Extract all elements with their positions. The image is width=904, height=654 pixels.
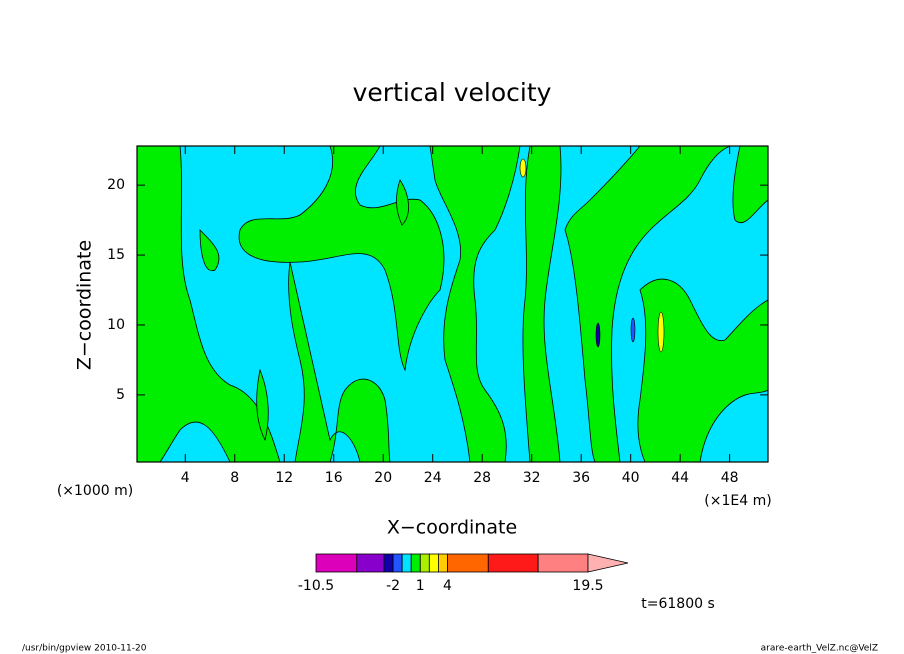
colorbar-over [587, 553, 629, 573]
colorbar-cell [437, 553, 448, 573]
contour-region [564, 145, 731, 463]
y-unit-label: (×1000 m) [57, 483, 133, 499]
colorbar-cell [383, 553, 394, 573]
chart-title: vertical velocity [353, 78, 552, 107]
contour-region [429, 145, 521, 463]
contour-region [637, 278, 769, 463]
colorbar-tick-label: 1 [416, 578, 425, 594]
x-tick-label: 8 [230, 470, 239, 486]
plot-frame [136, 145, 769, 463]
x-tick-label: 12 [275, 470, 293, 486]
colorbar-tick-label: 19.5 [572, 578, 603, 594]
colorbar-tick-label: -10.5 [298, 578, 334, 594]
x-tick-label: 32 [523, 470, 541, 486]
contour-spot [657, 311, 665, 353]
x-tick-label: 16 [325, 470, 343, 486]
contour-region [199, 179, 409, 442]
x-tick-label: 44 [671, 470, 689, 486]
x-tick-label: 28 [473, 470, 491, 486]
plot-area [136, 145, 769, 463]
colorbar-cell [356, 553, 385, 573]
colorbar-cell [428, 553, 439, 573]
x-tick-label: 20 [374, 470, 392, 486]
colorbar-cell [419, 553, 430, 573]
x-tick-label: 24 [424, 470, 442, 486]
y-tick-label: 20 [107, 177, 125, 193]
contour-spot [595, 322, 601, 348]
footer-left: /usr/bin/gpview 2010-11-20 [22, 644, 147, 654]
y-tick-label: 5 [116, 387, 125, 403]
colorbar-cell [401, 553, 412, 573]
x-axis-label: X−coordinate [387, 517, 517, 539]
colorbar-cell [315, 553, 358, 573]
footer-right: arare-earth_VelZ.nc@VelZ [761, 644, 878, 654]
contour-spot [630, 317, 636, 343]
colorbar-cell [392, 553, 403, 573]
x-tick-label: 36 [572, 470, 590, 486]
contour-region [150, 145, 445, 372]
y-axis-label: Z−coordinate [74, 240, 96, 370]
time-label: t=61800 s [641, 596, 715, 612]
colorbar-tick-label: 4 [443, 578, 452, 594]
contour-region [732, 145, 769, 223]
colorbar-cell [447, 553, 489, 573]
y-tick-label: 15 [107, 247, 125, 263]
x-tick-label: 40 [622, 470, 640, 486]
colorbar-tick-label: -2 [386, 578, 400, 594]
y-tick-label: 10 [107, 317, 125, 333]
x-unit-label: (×1E4 m) [704, 493, 771, 509]
x-tick-label: 4 [181, 470, 190, 486]
colorbar-cell [537, 553, 589, 573]
colorbar-cell [487, 553, 539, 573]
contour-region [136, 145, 281, 463]
colorbar-cell [410, 553, 421, 573]
x-tick-label: 48 [721, 470, 739, 486]
contour-spot [519, 158, 527, 178]
